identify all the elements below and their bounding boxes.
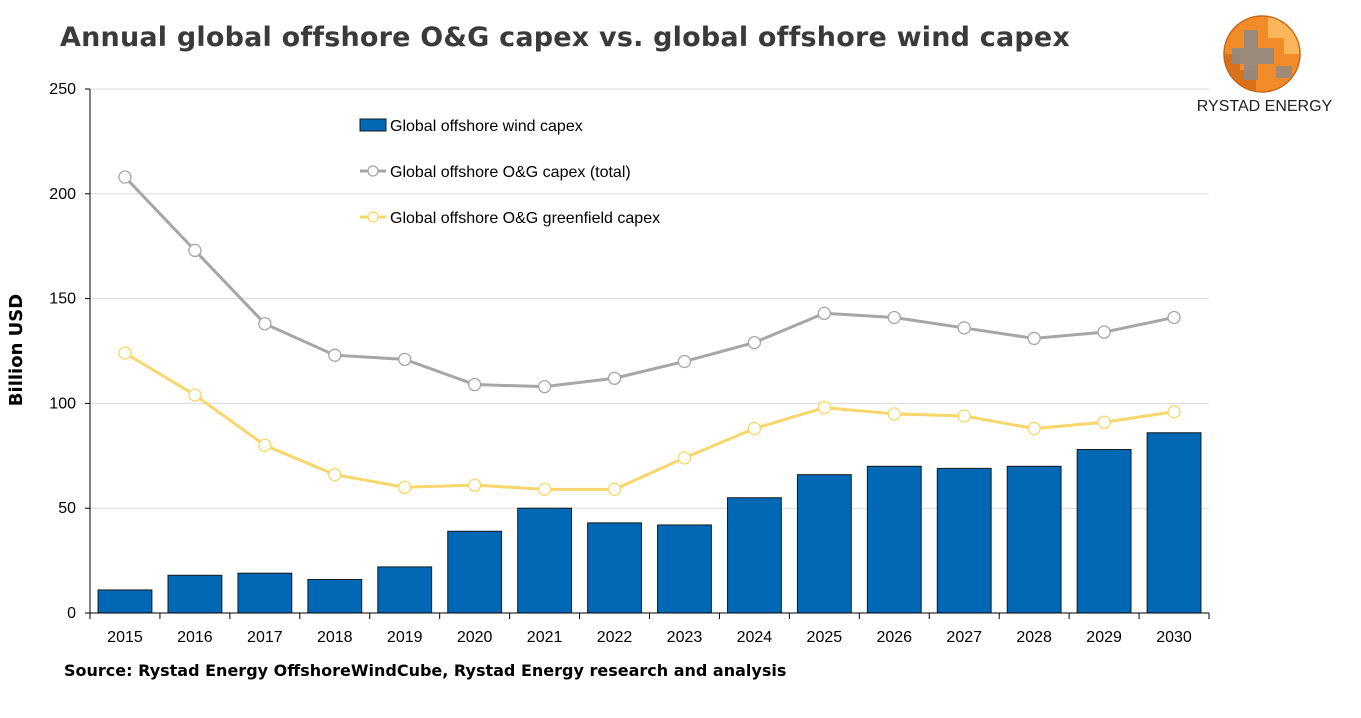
legend-label: Global offshore wind capex	[390, 118, 583, 135]
line-point	[957, 321, 971, 335]
x-tick-label: 2025	[807, 629, 843, 646]
x-tick-label: 2027	[946, 629, 982, 646]
line-series	[118, 170, 1181, 496]
line-point	[677, 354, 692, 369]
line-point	[817, 306, 831, 320]
x-tick-label: 2030	[1156, 629, 1192, 646]
line-point	[188, 388, 202, 402]
line-point	[607, 371, 622, 385]
line-point	[258, 317, 272, 331]
line-point	[1167, 405, 1181, 419]
line-point	[1027, 331, 1041, 346]
line-point	[118, 346, 132, 360]
bar	[1076, 449, 1132, 614]
line-point	[188, 243, 202, 258]
line-point	[747, 335, 762, 350]
line-point	[328, 468, 342, 482]
bar	[97, 589, 153, 614]
y-tick-labels: 0 50 100 150 200 250	[49, 81, 76, 622]
line-point	[1167, 310, 1181, 325]
x-tick-label: 2018	[317, 629, 353, 646]
line-point	[398, 352, 412, 367]
bar	[377, 566, 433, 614]
line-point	[537, 379, 552, 394]
bar	[587, 522, 642, 614]
legend-label: Global offshore O&G capex (total)	[390, 164, 631, 181]
series-line	[123, 175, 1175, 389]
x-tick-label: 2017	[247, 629, 283, 646]
x-tick-label: 2026	[876, 629, 912, 646]
chart-title: Annual global offshore O&G capex vs. glo…	[60, 22, 1071, 53]
y-tick-label: 250	[49, 81, 76, 98]
rystad-globe-icon	[1223, 15, 1301, 93]
rystad-logo-text: RYSTAD ENERGY	[1196, 98, 1333, 115]
x-tick-label: 2024	[737, 629, 773, 646]
line-point	[468, 478, 482, 492]
line-point	[1097, 325, 1111, 339]
x-tick-label: 2016	[177, 629, 213, 646]
bar-series	[97, 432, 1202, 614]
line-point	[1097, 415, 1111, 429]
line-point	[817, 400, 831, 415]
line-point	[398, 480, 412, 494]
line-point	[607, 482, 622, 496]
x-tick-labels: 2015 2016 2017 2018 2019 2020 2021 2022 2023 2024…	[107, 629, 1192, 646]
y-tick-label: 200	[49, 186, 76, 203]
x-tick-label: 2019	[387, 629, 423, 646]
y-tick-label: 100	[49, 395, 76, 412]
legend-marker	[367, 211, 379, 223]
legend: Global offshore wind capex Global offshor…	[359, 118, 660, 227]
x-tick-label: 2021	[527, 629, 563, 646]
bar	[517, 507, 573, 614]
line-point	[328, 348, 342, 362]
axes	[89, 89, 1210, 619]
x-tick-label: 2023	[667, 629, 703, 646]
line-point	[1027, 421, 1041, 436]
legend-label: Global offshore O&G greenfield capex	[390, 210, 660, 227]
legend-swatch	[359, 118, 387, 132]
source-note: Source: Rystad Energy OffshoreWindCube, …	[64, 661, 787, 680]
legend-marker	[367, 165, 379, 177]
y-tick-label: 150	[49, 291, 76, 308]
x-tick-label: 2022	[597, 629, 633, 646]
x-tick-label: 2020	[457, 629, 493, 646]
line-point	[887, 310, 901, 325]
rystad-logo: RYSTAD ENERGY	[1192, 8, 1337, 118]
line-point	[747, 421, 762, 436]
line-point	[258, 438, 272, 452]
y-tick-label: 50	[58, 500, 76, 517]
line-point	[677, 451, 692, 465]
line-point	[468, 377, 482, 392]
line-point	[887, 407, 901, 421]
bar	[167, 574, 223, 614]
bar	[1006, 465, 1062, 614]
bar	[657, 524, 712, 614]
bar	[726, 497, 782, 614]
bar	[796, 474, 852, 614]
x-tick-label: 2015	[107, 629, 143, 646]
line-point	[537, 482, 552, 496]
y-axis-label: Billion USD	[6, 294, 27, 406]
bar	[447, 530, 503, 614]
x-tick-label: 2028	[1016, 629, 1052, 646]
y-tick-label: 0	[67, 605, 76, 622]
bar	[866, 465, 922, 614]
line-point	[957, 409, 971, 423]
bar	[1146, 432, 1202, 614]
series-line	[124, 351, 1175, 491]
bar	[237, 572, 293, 614]
bar	[307, 578, 363, 614]
x-tick-label: 2029	[1086, 629, 1122, 646]
line-point	[118, 170, 132, 184]
bar	[936, 467, 992, 614]
